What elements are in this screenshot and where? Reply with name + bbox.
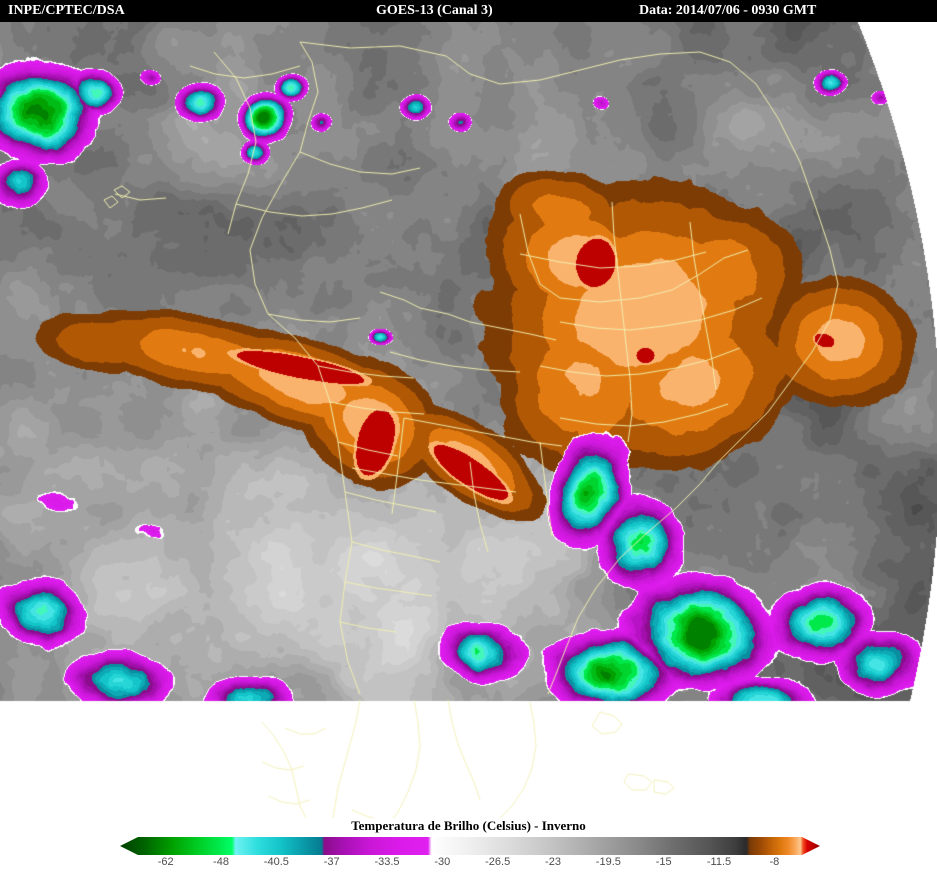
colorbar-tick-5: -30 bbox=[434, 856, 451, 868]
colorbar-tick-0: -62 bbox=[157, 856, 174, 868]
satellite-label: GOES-13 (Canal 3) bbox=[376, 3, 493, 18]
colorbar-tick-8: -19.5 bbox=[595, 856, 621, 868]
colorbar-title: Temperatura de Brilho (Celsius) - Invern… bbox=[351, 818, 586, 833]
satellite-infrared-image bbox=[0, 22, 937, 822]
title-bar: INPE/CPTEC/DSA GOES-13 (Canal 3) Data: 2… bbox=[0, 0, 937, 22]
colorbar-svg bbox=[120, 837, 820, 855]
agency-label: INPE/CPTEC/DSA bbox=[8, 3, 125, 18]
colorbar-tick-1: -48 bbox=[213, 856, 229, 868]
satellite-image-panel bbox=[0, 22, 937, 822]
colorbar-tick-6: -26.5 bbox=[485, 856, 511, 868]
colorbar-tick-4: -33.5 bbox=[374, 856, 400, 868]
colorbar-gradient bbox=[120, 836, 820, 856]
colorbar-tick-11: -8 bbox=[769, 856, 780, 868]
colorbar-tick-9: -15 bbox=[655, 856, 672, 868]
datetime-label: Data: 2014/07/06 - 0930 GMT bbox=[639, 3, 817, 18]
colorbar-swatch bbox=[120, 837, 820, 855]
colorbar-legend: Temperatura de Brilho (Celsius) - Invern… bbox=[0, 818, 937, 877]
colorbar-tick-labels: -62 -48 -40.5 -37 -33.5 -30 -26.5 -23 -19.5 -15 -1… bbox=[120, 856, 820, 874]
colorbar-tick-7: -23 bbox=[545, 856, 561, 868]
colorbar-tick-3: -37 bbox=[323, 856, 340, 868]
colorbar-tick-10: -11.5 bbox=[706, 856, 732, 868]
colorbar-tick-2: -40.5 bbox=[263, 856, 289, 868]
